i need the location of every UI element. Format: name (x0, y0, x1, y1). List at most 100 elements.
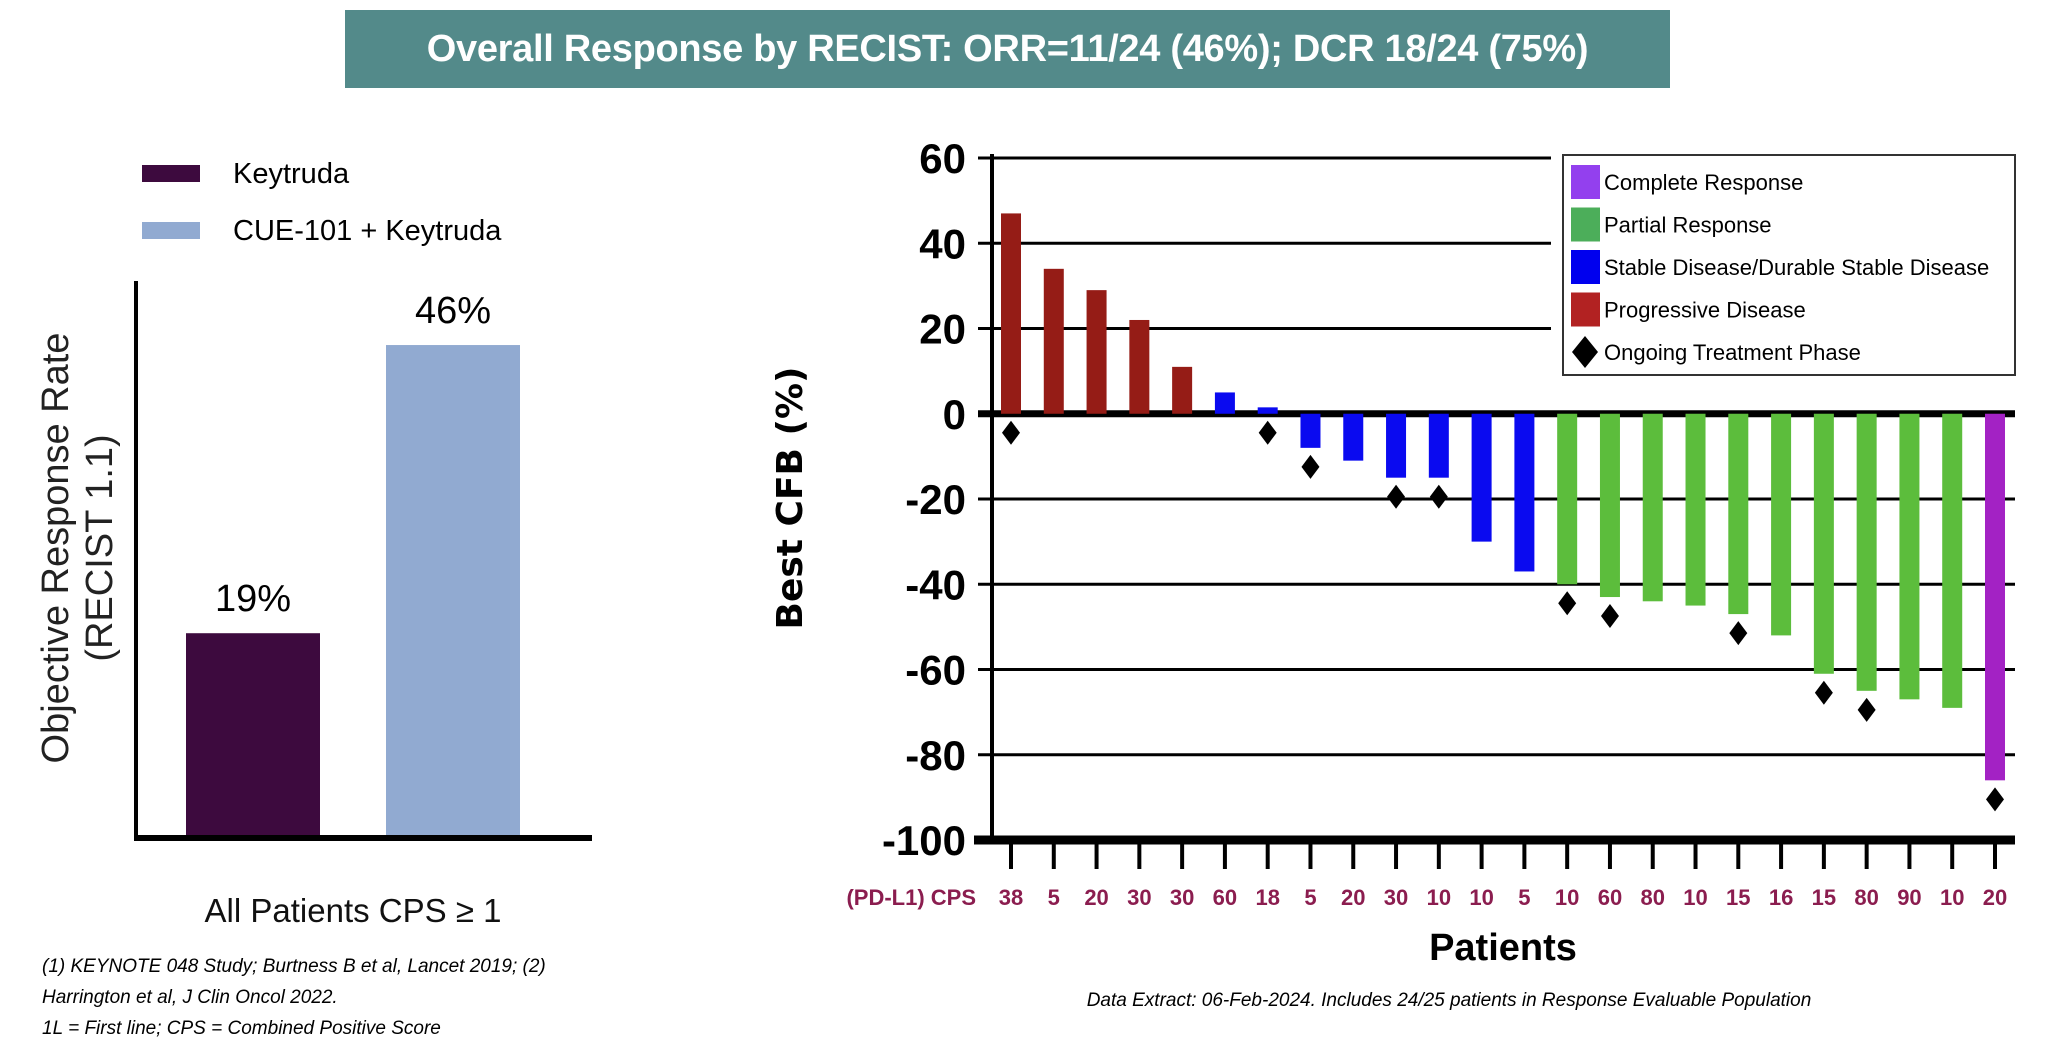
cps-label: 10 (1427, 885, 1451, 910)
cps-label: 15 (1812, 885, 1836, 910)
bar-patient-2 (1043, 268, 1064, 414)
y-axis-label-line: Objective Response Rate (35, 333, 77, 764)
bar-patient-12 (1471, 413, 1492, 542)
cps-label: 10 (1555, 885, 1579, 910)
cps-label: 18 (1255, 885, 1279, 910)
ongoing-treatment-diamond (1857, 697, 1876, 722)
title-banner: Overall Response by RECIST: ORR=11/24 (4… (345, 10, 1670, 88)
bar-patient-15 (1599, 413, 1620, 598)
legend-swatch (142, 222, 200, 239)
cps-label: 10 (1940, 885, 1964, 910)
cps-label: 10 (1683, 885, 1707, 910)
data-extract-note: Data Extract: 06-Feb-2024. Includes 24/2… (1086, 990, 1812, 1011)
ongoing-treatment-diamond (1558, 591, 1577, 616)
y-tick-label: 40 (919, 220, 966, 267)
cps-label: 16 (1769, 885, 1793, 910)
cps-label: 10 (1469, 885, 1493, 910)
bar-patient-5 (1172, 366, 1193, 414)
ongoing-treatment-diamond (1002, 420, 1020, 445)
y-axis-label: Best CFB (%) (770, 367, 811, 630)
legend-swatch (1571, 207, 1600, 242)
cps-label: 60 (1213, 885, 1237, 910)
bar-patient-14 (1557, 413, 1578, 585)
bar-patient-9 (1343, 413, 1364, 461)
cps-label: 20 (1084, 885, 1108, 910)
cps-label: 30 (1384, 885, 1408, 910)
ongoing-treatment-diamond (1729, 621, 1748, 646)
footnote-1: (1) KEYNOTE 048 Study; Burtness B et al,… (42, 956, 546, 977)
bar-patient-7 (1257, 407, 1278, 414)
cps-label: 80 (1854, 885, 1878, 910)
legend-swatch (1571, 165, 1600, 199)
cps-label: 5 (1304, 885, 1316, 910)
bar-patient-11 (1428, 413, 1449, 478)
bar-patient-21 (1856, 413, 1877, 691)
y-tick-label: -100 (882, 817, 966, 864)
bar-patient-8 (1300, 413, 1321, 448)
legend-diamond-icon (1572, 336, 1598, 368)
legend-swatch (1571, 250, 1600, 284)
cps-label: 60 (1598, 885, 1622, 910)
legend-swatch (1571, 292, 1600, 327)
cps-label: 30 (1127, 885, 1151, 910)
footnote-2: Harrington et al, J Clin Oncol 2022. (42, 987, 338, 1008)
ongoing-treatment-diamond (1600, 604, 1619, 629)
y-tick-label: 20 (919, 306, 966, 353)
bar-patient-3 (1086, 290, 1107, 414)
ongoing-treatment-diamond (1814, 680, 1833, 705)
bar-patient-16 (1642, 413, 1663, 602)
cps-label: 5 (1518, 885, 1530, 910)
bar-patient-23 (1942, 413, 1963, 708)
ongoing-treatment-diamond (1986, 787, 2004, 812)
legend-label: Stable Disease/Durable Stable Disease (1604, 255, 1989, 280)
y-tick-label: -40 (905, 561, 966, 608)
bar-patient-22 (1899, 413, 1920, 700)
bar-patient-10 (1386, 413, 1407, 478)
cps-row-label: (PD-L1) CPS (846, 885, 976, 910)
legend-label: Keytruda (233, 158, 350, 190)
cps-label: 38 (999, 885, 1023, 910)
y-tick-label: 0 (943, 391, 966, 438)
cps-label: 15 (1726, 885, 1750, 910)
bar-patient-1 (1001, 213, 1021, 414)
legend-label: Partial Response (1604, 213, 1772, 238)
legend-box (1562, 154, 2016, 376)
cps-label: 30 (1170, 885, 1194, 910)
legend-label: Progressive Disease (1604, 298, 1806, 323)
y-tick-label: -80 (905, 732, 966, 779)
y-axis-label: Objective Response Rate(RECIST 1.1) (35, 333, 121, 764)
data-label: 46% (415, 290, 491, 332)
ongoing-treatment-diamond (1387, 484, 1406, 509)
legend-label: CUE-101 + Keytruda (233, 215, 502, 247)
cps-label: 20 (1341, 885, 1365, 910)
bar-patient-19 (1771, 413, 1792, 636)
bar-patient-18 (1728, 413, 1749, 615)
bar-patient-4 (1129, 319, 1150, 414)
bar-patient-17 (1685, 413, 1706, 606)
bar-patient-6 (1214, 392, 1235, 414)
cps-label: 90 (1897, 885, 1921, 910)
x-axis-label: Patients (1429, 927, 1577, 969)
y-tick-label: -60 (905, 647, 966, 694)
cps-label: 80 (1640, 885, 1664, 910)
legend-label: Complete Response (1604, 170, 1803, 195)
y-tick-label: 60 (919, 135, 966, 182)
bar-patient-20 (1813, 413, 1834, 674)
x-axis-label: All Patients CPS ≥ 1 (205, 892, 502, 929)
y-axis-label-line: (RECIST 1.1) (79, 434, 121, 661)
footnote-3: 1L = First line; CPS = Combined Positive… (42, 1018, 441, 1039)
legend-swatch (142, 165, 200, 182)
bar-keytruda (186, 633, 320, 836)
ongoing-treatment-diamond (1258, 420, 1277, 445)
cps-label: 20 (1983, 885, 2007, 910)
cps-label: 5 (1048, 885, 1060, 910)
bar-cue101-keytruda (386, 345, 520, 836)
data-label: 19% (215, 578, 291, 620)
bar-patient-13 (1514, 413, 1535, 572)
legend-label: Ongoing Treatment Phase (1604, 340, 1861, 365)
bar-patient-24 (1985, 413, 2005, 781)
y-tick-label: -20 (905, 476, 966, 523)
ongoing-treatment-diamond (1429, 484, 1448, 509)
ongoing-treatment-diamond (1301, 454, 1320, 479)
